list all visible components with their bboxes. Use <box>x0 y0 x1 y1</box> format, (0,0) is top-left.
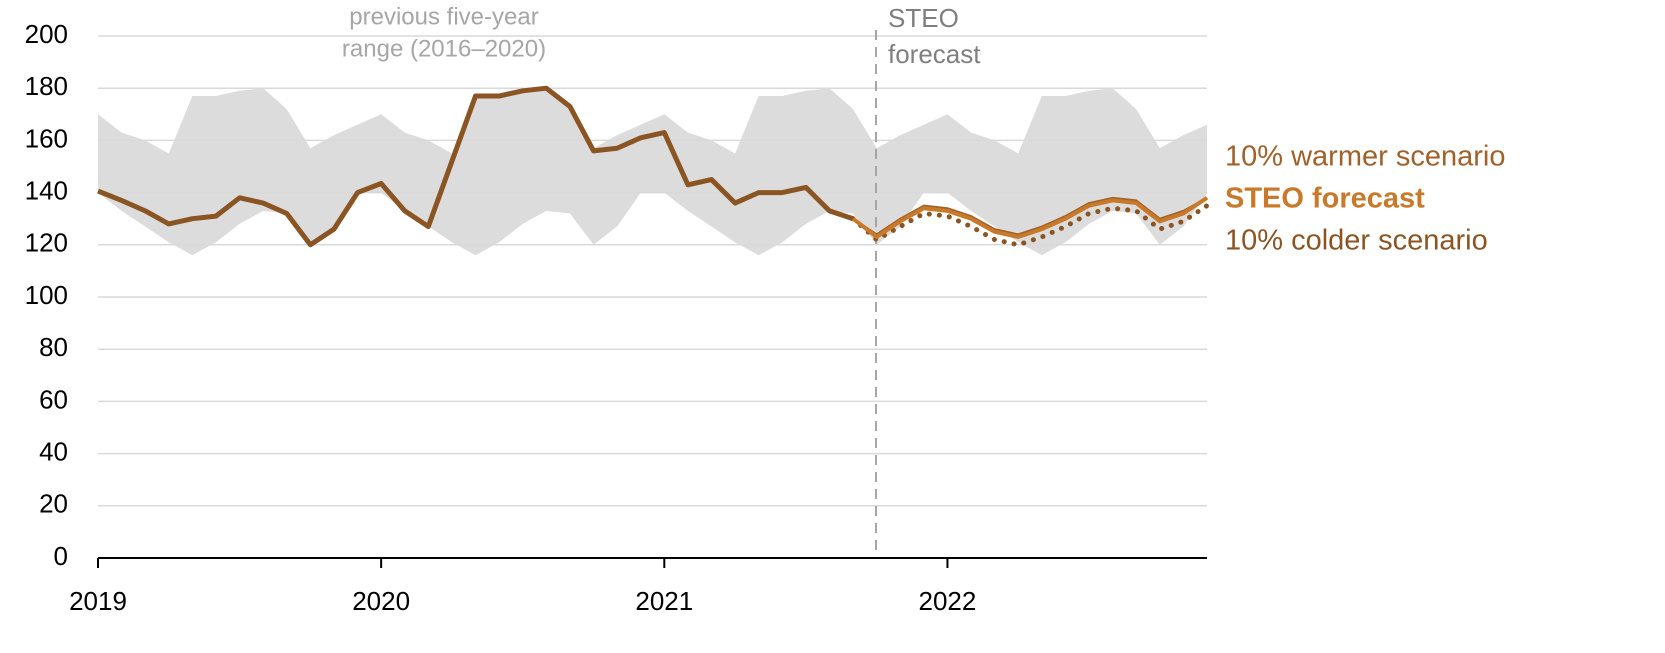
y-tick-label: 60 <box>39 384 68 414</box>
y-tick-label: 40 <box>39 436 68 466</box>
y-tick-label: 120 <box>25 228 68 258</box>
legend-label: STEO forecast <box>1225 183 1425 215</box>
x-tick-label: 2019 <box>69 586 127 616</box>
y-tick-label: 100 <box>25 280 68 310</box>
forecast-annotation: forecast <box>888 39 981 69</box>
y-tick-label: 20 <box>39 489 68 519</box>
x-tick-label: 2022 <box>919 586 977 616</box>
y-tick-label: 180 <box>25 71 68 101</box>
legend-label: 10% colder scenario <box>1225 225 1488 257</box>
y-tick-label: 140 <box>25 175 68 205</box>
series-line <box>850 203 1210 248</box>
y-tick-label: 80 <box>39 332 68 362</box>
x-tick-label: 2021 <box>635 586 693 616</box>
range-annotation: previous five-year <box>349 3 538 30</box>
series-line <box>97 85 854 248</box>
forecast-annotation: STEO <box>888 3 959 33</box>
y-tick-label: 0 <box>54 541 68 571</box>
range-band <box>98 88 1207 256</box>
series-line <box>851 196 1209 239</box>
y-tick-label: 160 <box>25 123 68 153</box>
y-tick-label: 200 <box>25 19 68 49</box>
range-annotation: range (2016–2020) <box>342 35 546 62</box>
series-line <box>852 196 1208 236</box>
x-tick-label: 2020 <box>352 586 410 616</box>
legend-label: 10% warmer scenario <box>1225 141 1505 173</box>
